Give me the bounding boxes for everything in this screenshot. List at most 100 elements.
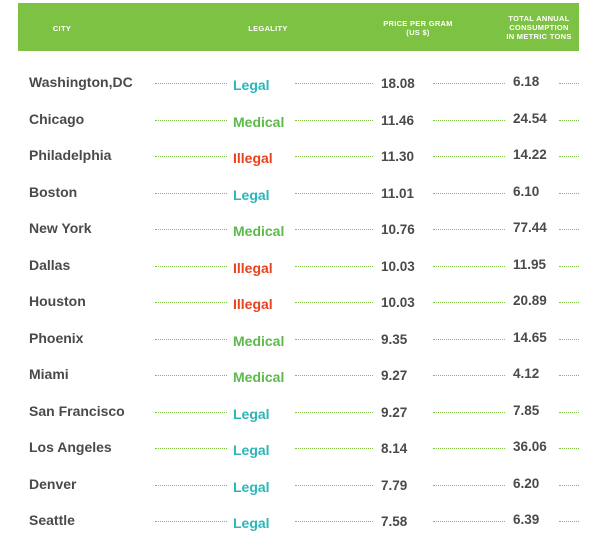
- header-legality: LEGALITY: [248, 24, 288, 33]
- dotted-leader: [295, 229, 373, 230]
- dotted-leader: [433, 83, 505, 84]
- dotted-leader: [433, 484, 505, 486]
- dotted-leader: [559, 265, 579, 267]
- consumption-cell: 20.89: [513, 293, 547, 308]
- dotted-leader: [155, 375, 227, 376]
- dotted-leader: [295, 411, 373, 413]
- consumption-cell: 77.44: [513, 220, 547, 235]
- dotted-leader: [155, 156, 227, 157]
- city-cell: Houston: [29, 293, 86, 309]
- consumption-cell: 6.18: [513, 74, 540, 89]
- dotted-leader: [155, 448, 227, 449]
- dotted-leader: [295, 375, 373, 376]
- city-cell: Phoenix: [29, 329, 84, 346]
- dotted-leader: [155, 302, 227, 303]
- table-row: Los Angeles Legal 8.14 36.06: [0, 438, 600, 474]
- dotted-leader: [295, 83, 373, 84]
- legality-cell: Legal: [233, 515, 270, 531]
- city-cell: Seattle: [29, 512, 75, 528]
- dotted-leader: [559, 411, 579, 413]
- table-row: New York Medical 10.76 77.44: [0, 219, 600, 255]
- dotted-leader: [559, 448, 579, 449]
- dotted-leader: [559, 83, 579, 84]
- price-cell: 11.46: [381, 112, 415, 128]
- city-cell: Denver: [29, 475, 77, 492]
- dotted-leader: [559, 375, 579, 376]
- legality-cell: Illegal: [233, 150, 273, 166]
- consumption-cell: 7.85: [513, 402, 540, 418]
- legality-cell: Legal: [233, 405, 270, 422]
- consumption-cell: 11.95: [513, 256, 547, 272]
- dotted-leader: [559, 484, 579, 486]
- table-row: Dallas Illegal 10.03 11.95: [0, 256, 600, 292]
- dotted-leader: [433, 338, 505, 340]
- dotted-leader: [559, 302, 579, 303]
- dotted-leader: [155, 521, 227, 522]
- legality-cell: Legal: [233, 186, 270, 203]
- consumption-cell: 6.10: [513, 183, 540, 199]
- dotted-leader: [155, 265, 227, 267]
- city-cell: San Francisco: [29, 402, 125, 419]
- header-city: CITY: [52, 24, 72, 33]
- table-row: San Francisco Legal 9.27 7.85: [0, 402, 600, 438]
- legality-cell: Illegal: [233, 296, 273, 312]
- table-row: Seattle Legal 7.58 6.39: [0, 511, 600, 547]
- dotted-leader: [295, 192, 373, 194]
- consumption-cell: 14.65: [513, 329, 547, 345]
- legality-cell: Medical: [233, 223, 285, 239]
- dotted-leader: [433, 302, 505, 303]
- dotted-leader: [433, 448, 505, 449]
- legality-cell: Medical: [233, 113, 285, 130]
- city-cell: Washington,DC: [29, 74, 133, 90]
- consumption-cell: 4.12: [513, 366, 540, 381]
- dotted-leader: [155, 338, 227, 340]
- price-cell: 11.30: [381, 149, 415, 164]
- consumption-cell: 6.39: [513, 512, 540, 527]
- table-row: Philadelphia Illegal 11.30 14.22: [0, 146, 600, 182]
- dotted-leader: [433, 156, 505, 157]
- legality-cell: Legal: [233, 77, 270, 93]
- table-row: Chicago Medical 11.46 24.54: [0, 110, 600, 146]
- dotted-leader: [155, 83, 227, 84]
- consumption-cell: 36.06: [513, 439, 547, 454]
- header-consumption-line2: CONSUMPTION: [509, 23, 569, 32]
- price-cell: 11.01: [381, 185, 415, 201]
- consumption-cell: 6.20: [513, 475, 540, 491]
- city-cell: New York: [29, 220, 92, 236]
- dotted-leader: [433, 229, 505, 230]
- legality-cell: Legal: [233, 478, 270, 495]
- header-price: PRICE PER GRAM (US $): [380, 19, 456, 37]
- city-cell: Chicago: [29, 110, 85, 127]
- price-cell: 10.03: [381, 258, 415, 274]
- dotted-leader: [155, 192, 227, 194]
- price-cell: 9.27: [381, 404, 408, 420]
- price-cell: 10.76: [381, 222, 415, 237]
- table-row: Phoenix Medical 9.35 14.65: [0, 329, 600, 365]
- table-row: Boston Legal 11.01 6.10: [0, 183, 600, 219]
- dotted-leader: [433, 119, 505, 121]
- dotted-leader: [559, 229, 579, 230]
- table-header: CITY LEGALITY PRICE PER GRAM (US $) TOTA…: [18, 3, 579, 51]
- dotted-leader: [433, 375, 505, 376]
- dotted-leader: [433, 192, 505, 194]
- dotted-leader: [295, 265, 373, 267]
- legality-cell: Medical: [233, 332, 285, 349]
- city-cell: Philadelphia: [29, 147, 112, 163]
- dotted-leader: [295, 156, 373, 157]
- header-consumption-line3: IN METRIC TONS: [506, 32, 572, 41]
- dotted-leader: [295, 338, 373, 340]
- dotted-leader: [295, 119, 373, 121]
- consumption-cell: 14.22: [513, 147, 547, 162]
- dotted-leader: [155, 119, 227, 121]
- dotted-leader: [433, 411, 505, 413]
- legality-cell: Illegal: [233, 259, 273, 276]
- dotted-leader: [155, 411, 227, 413]
- table-row: Houston Illegal 10.03 20.89: [0, 292, 600, 328]
- dotted-leader: [295, 448, 373, 449]
- city-cell: Boston: [29, 183, 78, 200]
- table-row: Denver Legal 7.79 6.20: [0, 475, 600, 511]
- dotted-leader: [155, 229, 227, 230]
- dotted-leader: [433, 265, 505, 267]
- city-cell: Dallas: [29, 256, 71, 273]
